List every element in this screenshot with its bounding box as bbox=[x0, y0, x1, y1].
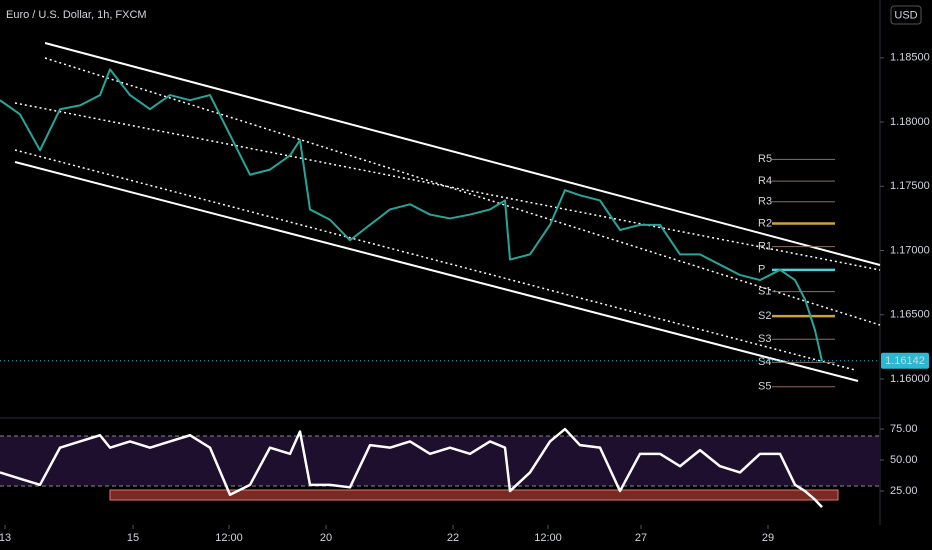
channel-inner bbox=[44, 57, 881, 326]
x-tick-label: 22 bbox=[447, 532, 459, 544]
series-line bbox=[0, 427, 823, 509]
x-tick-label: 20 bbox=[320, 532, 332, 544]
series-line bbox=[0, 68, 823, 362]
channel-bottom bbox=[14, 161, 859, 382]
rsi-zone bbox=[109, 489, 839, 501]
currency-box bbox=[890, 5, 922, 25]
x-tick-label: 27 bbox=[635, 532, 647, 544]
y-tick-label: 1.18000 bbox=[890, 116, 930, 128]
pivot-label: R1 bbox=[758, 241, 772, 253]
price-label: 1.16142 bbox=[885, 355, 925, 367]
rsi-band bbox=[0, 436, 880, 486]
y-tick-label: 1.16000 bbox=[890, 373, 930, 385]
price-box bbox=[881, 352, 929, 369]
chart-title: Euro / U.S. Dollar, 1h, FXCM bbox=[6, 9, 147, 21]
x-tick-label: 13 bbox=[0, 532, 11, 544]
x-tick-label: 15 bbox=[127, 532, 139, 544]
y-tick-label: 1.17000 bbox=[890, 244, 930, 256]
x-tick-label: 29 bbox=[762, 532, 774, 544]
y-tick-label: 25.00 bbox=[890, 485, 918, 497]
channel-top bbox=[44, 42, 881, 266]
x-tick-label: 12:00 bbox=[215, 532, 243, 544]
pivot-label: S3 bbox=[758, 333, 771, 345]
currency: USD bbox=[894, 9, 917, 21]
pivot-label: S4 bbox=[758, 356, 771, 368]
pivot-label: R2 bbox=[758, 217, 772, 229]
pivot-label: R5 bbox=[758, 153, 772, 165]
y-tick-label: 50.00 bbox=[890, 454, 918, 466]
y-tick-label: 1.17500 bbox=[890, 180, 930, 192]
y-tick-label: 1.18500 bbox=[890, 52, 930, 64]
pivot-label: R4 bbox=[758, 175, 772, 187]
pivot-label: S5 bbox=[758, 381, 771, 393]
pivot-label: S2 bbox=[758, 310, 771, 322]
pivot-label: R3 bbox=[758, 196, 772, 208]
pivot-label: S1 bbox=[758, 286, 771, 298]
channel-mid bbox=[14, 102, 881, 271]
y-tick-label: 1.16500 bbox=[890, 309, 930, 321]
x-tick-label: 12:00 bbox=[534, 532, 562, 544]
pivot-label: P bbox=[758, 264, 765, 276]
y-tick-label: 75.00 bbox=[890, 423, 918, 435]
